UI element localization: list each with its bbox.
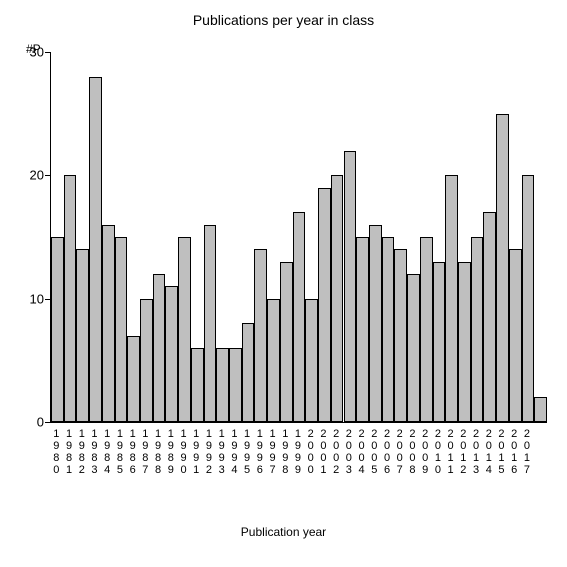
bar [483,212,496,422]
bar [458,262,471,422]
x-tick-label: 2009 [419,428,432,476]
y-tick-label: 10 [24,291,44,306]
bar [496,114,509,422]
bar [254,249,267,422]
bar [216,348,229,422]
x-tick-label: 1986 [126,428,139,476]
x-tick-label: 1990 [177,428,190,476]
y-tick-label: 0 [24,415,44,430]
x-tick-label: 2016 [508,428,521,476]
bar [433,262,446,422]
bar [165,286,178,422]
bar [534,397,547,422]
bar [382,237,395,422]
x-tick-label: 1987 [139,428,152,476]
chart-container: Publications per year in class #P 010203… [0,0,567,567]
x-tick-label: 1985 [114,428,127,476]
x-tick-label: 2000 [304,428,317,476]
x-tick-label: 1996 [253,428,266,476]
bar [394,249,407,422]
bar [305,299,318,422]
bar [51,237,64,422]
bar [153,274,166,422]
x-tick-label: 2014 [482,428,495,476]
x-tick-label: 2008 [406,428,419,476]
x-tick-label: 2002 [330,428,343,476]
x-tick-label: 2011 [444,428,457,476]
x-axis-title: Publication year [0,525,567,539]
bar [191,348,204,422]
bar [445,175,458,422]
plot-area [50,52,547,423]
bar [369,225,382,422]
y-tick-label: 30 [24,45,44,60]
x-tick-label: 2010 [432,428,445,476]
bar [344,151,357,422]
chart-title: Publications per year in class [0,12,567,28]
bar [509,249,522,422]
x-tick-label: 1988 [152,428,165,476]
bar [331,175,344,422]
x-tick-label: 1992 [203,428,216,476]
x-tick-label: 1991 [190,428,203,476]
x-tick-label: 1981 [63,428,76,476]
bar [522,175,535,422]
bar [267,299,280,422]
x-tick-label: 1982 [75,428,88,476]
x-tick-label: 2012 [457,428,470,476]
x-tick-label: 2003 [343,428,356,476]
bar [89,77,102,422]
x-tick-label: 1993 [215,428,228,476]
x-tick-label: 2017 [521,428,534,476]
x-tick-label: 1989 [164,428,177,476]
x-tick-label: 2001 [317,428,330,476]
bar [242,323,255,422]
bar [102,225,115,422]
bar [293,212,306,422]
bar [229,348,242,422]
x-tick-label: 1994 [228,428,241,476]
x-tick-label: 2004 [355,428,368,476]
bar [140,299,153,422]
y-tick-label: 20 [24,168,44,183]
x-tick-label: 2006 [381,428,394,476]
bar [471,237,484,422]
x-tick-label: 1999 [292,428,305,476]
bar [178,237,191,422]
x-tick-label: 1983 [88,428,101,476]
x-tick-label: 1980 [50,428,63,476]
x-tick-label: 2007 [393,428,406,476]
bar [356,237,369,422]
bar [280,262,293,422]
bar [407,274,420,422]
x-tick-label: 1997 [266,428,279,476]
bar [204,225,217,422]
x-labels: 1980198119821983198419851986198719881989… [50,428,546,508]
x-tick-label: 1984 [101,428,114,476]
x-tick-label: 1998 [279,428,292,476]
bar [127,336,140,422]
bar [420,237,433,422]
bar [76,249,89,422]
x-tick-label: 2005 [368,428,381,476]
bar [64,175,77,422]
bar [318,188,331,422]
x-tick-label: 2015 [495,428,508,476]
x-tick-label: 2013 [470,428,483,476]
bar [115,237,128,422]
x-tick-label: 1995 [241,428,254,476]
